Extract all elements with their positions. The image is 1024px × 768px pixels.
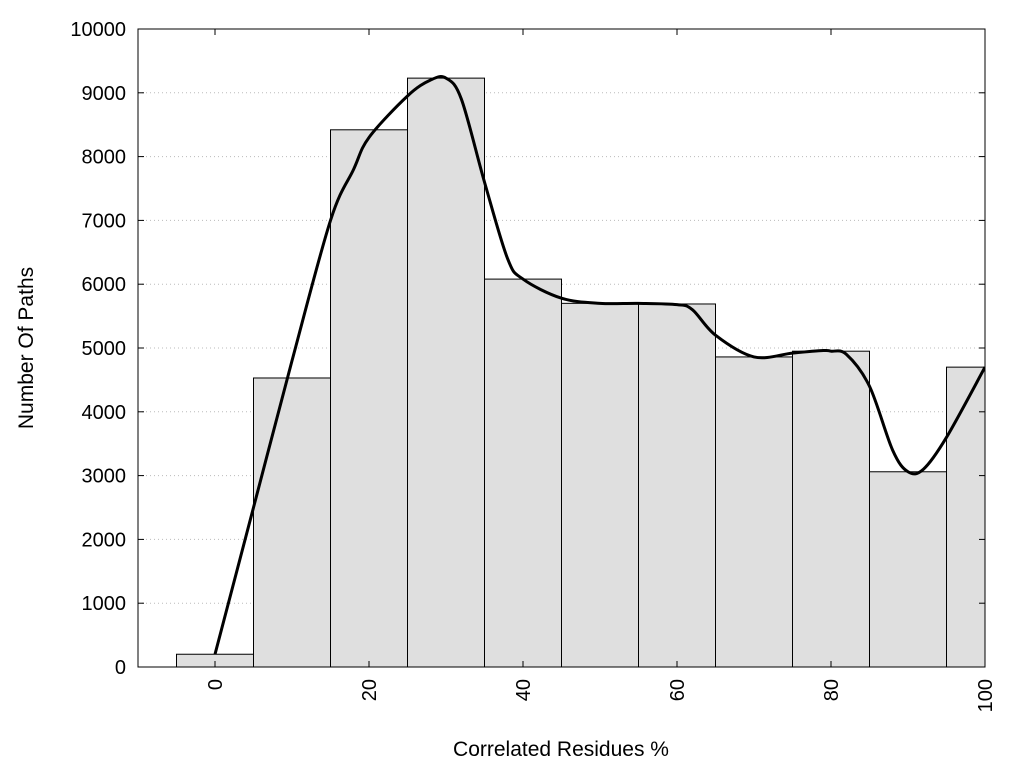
histogram-bar — [792, 350, 870, 667]
y-tick-label: 5000 — [82, 338, 127, 360]
x-tick-label: 0 — [205, 679, 227, 690]
y-tick-label: 9000 — [82, 83, 127, 105]
x-tick-label: 40 — [513, 679, 535, 701]
x-axis-label: Correlated Residues % — [453, 738, 669, 761]
bars-layer — [176, 77, 985, 667]
y-tick-label: 7000 — [82, 210, 127, 232]
y-tick-label: 4000 — [82, 402, 127, 424]
histogram-bar — [946, 366, 985, 667]
y-tick-label: 1000 — [82, 593, 127, 615]
histogram-bar — [869, 471, 947, 667]
x-tick-label: 100 — [975, 679, 997, 712]
x-tick-label: 60 — [667, 679, 689, 701]
y-axis-label: Number Of Paths — [15, 267, 38, 429]
histogram-bar — [407, 77, 485, 667]
y-tick-label: 10000 — [70, 19, 126, 41]
histogram-bar — [330, 129, 408, 667]
y-tick-label: 2000 — [82, 529, 127, 551]
curve-layer — [213, 75, 985, 655]
y-tick-label: 8000 — [82, 147, 127, 169]
histogram-bar — [484, 278, 562, 667]
x-tick-label: 80 — [821, 679, 843, 701]
histogram-bar — [638, 303, 716, 667]
x-tick-label: 20 — [359, 679, 381, 701]
histogram-bar — [715, 356, 793, 667]
y-axis-ticks: 0 1000 2000 3000 4000 5000 6000 7000 8000 9000 100… — [70, 19, 985, 679]
x-axis-ticks: 0 20 40 60 80 100 — [205, 29, 997, 712]
y-tick-label: 3000 — [82, 466, 127, 488]
histogram-bar — [561, 302, 639, 667]
y-tick-label: 0 — [115, 657, 126, 679]
y-tick-label: 6000 — [82, 274, 127, 296]
trend-curve — [213, 75, 985, 655]
histogram-bar — [253, 377, 331, 667]
